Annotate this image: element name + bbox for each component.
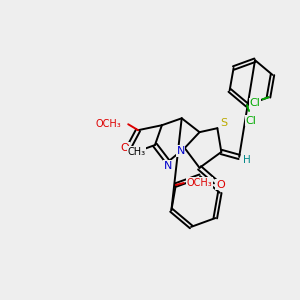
Text: OCH₃: OCH₃	[187, 178, 212, 188]
Text: OCH₃: OCH₃	[95, 119, 121, 129]
Text: Cl: Cl	[246, 116, 256, 126]
Text: S: S	[220, 118, 227, 128]
Text: O: O	[216, 180, 225, 190]
Text: H: H	[243, 155, 251, 165]
Text: Cl: Cl	[249, 98, 260, 108]
Text: N: N	[164, 161, 172, 171]
Text: O: O	[121, 143, 130, 153]
Text: N: N	[176, 146, 185, 156]
Text: CH₃: CH₃	[127, 147, 145, 157]
